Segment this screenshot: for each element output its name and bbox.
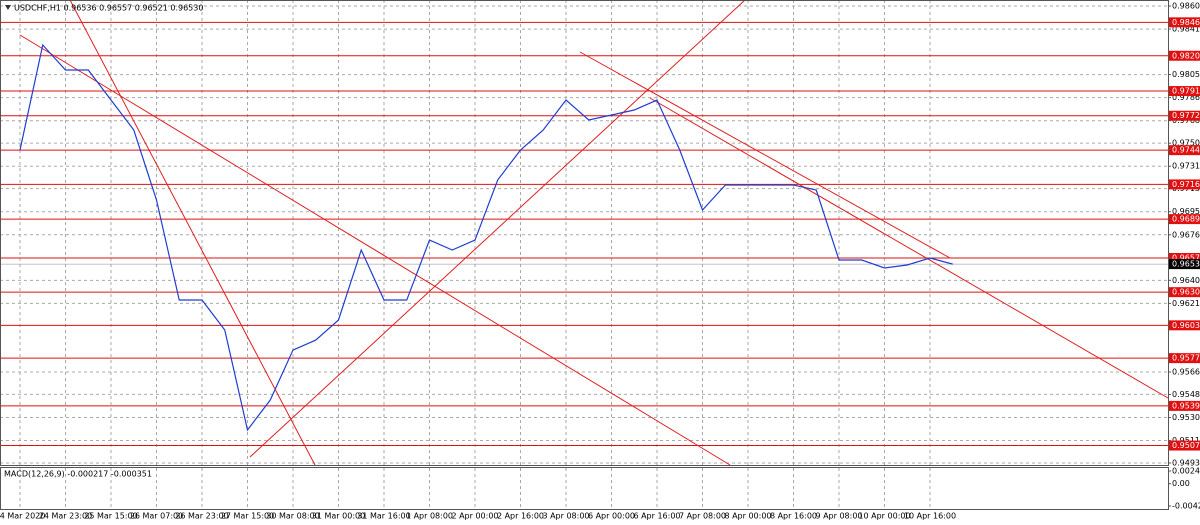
x-tick-label: 1 Apr 08:00 — [406, 512, 453, 521]
level-label-bg — [1169, 320, 1200, 331]
trend-line — [649, 97, 1169, 399]
x-tick-label: 30 Mar 08:00 — [266, 512, 319, 521]
menu-arrow[interactable] — [5, 5, 11, 10]
x-tick-label: 7 Apr 08:00 — [679, 512, 726, 521]
level-label-bg — [1169, 145, 1200, 156]
level-label: 0.98201 — [1172, 51, 1200, 60]
current-price-label: 0.96530 — [1172, 260, 1200, 269]
x-tick-label: 6 Apr 16:00 — [633, 512, 680, 521]
level-label-bg — [1169, 50, 1200, 61]
trend-line — [19, 34, 731, 466]
level-label: 0.95075 — [1172, 441, 1200, 450]
x-tick-label: 6 Apr 00:00 — [588, 512, 635, 521]
macd-tick-label: 0.00 — [1172, 479, 1190, 488]
y-tick-label: 0.97865 — [1172, 93, 1200, 102]
x-tick-label: 2 Apr 16:00 — [497, 512, 544, 521]
y-tick-label: 0.96765 — [1172, 230, 1200, 239]
x-tick-label: 10 Apr 16:00 — [904, 512, 956, 521]
level-label-bg — [1169, 86, 1200, 97]
y-tick-label: 0.98415 — [1172, 25, 1200, 34]
x-tick-label: 8 Apr 16:00 — [770, 512, 817, 521]
x-tick-label: 2 Apr 00:00 — [451, 512, 498, 521]
level-label-bg — [1169, 253, 1200, 264]
level-label-bg — [1169, 353, 1200, 364]
current-price-bg — [1169, 259, 1200, 270]
level-label: 0.96579 — [1172, 254, 1200, 263]
trend-line — [249, 0, 746, 458]
level-label: 0.95776 — [1172, 354, 1200, 363]
x-tick-label: 24 Mar 2020 — [0, 512, 45, 521]
y-tick-label: 0.96215 — [1172, 299, 1200, 308]
x-tick-label: 31 Mar 16:00 — [357, 512, 410, 521]
level-label: 0.9772 — [1172, 111, 1200, 120]
level-label-bg — [1169, 287, 1200, 298]
level-label: 0.96891 — [1172, 215, 1200, 224]
level-label: 0.96305 — [1172, 288, 1200, 297]
macd-tick-label: -0.004299 — [1172, 502, 1200, 511]
macd-label: MACD(12,26,9) -0.000217 -0.000351 — [4, 470, 152, 479]
price-line — [19, 43, 953, 432]
level-label-bg — [1169, 179, 1200, 190]
y-tick-label: 0.97315 — [1172, 162, 1200, 171]
y-tick-label: 0.95485 — [1172, 390, 1200, 399]
level-label: 0.96039 — [1172, 321, 1200, 330]
level-label-bg — [1169, 110, 1200, 121]
x-tick-label: 24 Mar 23:00 — [39, 512, 92, 521]
x-tick-label: 8 Apr 00:00 — [724, 512, 771, 521]
y-tick-label: 0.95665 — [1172, 367, 1200, 376]
macd-tick-label: 0.002436 — [1172, 467, 1200, 476]
x-tick-label: 3 Apr 08:00 — [542, 512, 589, 521]
level-label: 0.97169 — [1172, 180, 1200, 189]
level-label-bg — [1169, 17, 1200, 28]
macd-frame — [0, 467, 1169, 510]
x-tick-label: 25 Mar 15:00 — [84, 512, 137, 521]
level-label-bg — [1169, 400, 1200, 411]
trend-line — [579, 51, 951, 259]
x-tick-label: 10 Apr 00:00 — [858, 512, 910, 521]
level-label: 0.97444 — [1172, 146, 1200, 155]
level-label-bg — [1169, 214, 1200, 225]
x-tick-label: 27 Mar 15:00 — [221, 512, 274, 521]
main-frame — [0, 0, 1169, 466]
level-label: 0.95393 — [1172, 401, 1200, 410]
chart-title: USDCHF,H1 0.96536 0.96557 0.96521 0.9653… — [14, 4, 203, 13]
level-label: 0.97918 — [1172, 87, 1200, 96]
x-tick-label: 9 Apr 08:00 — [815, 512, 862, 521]
x-tick-label: 26 Mar 07:00 — [130, 512, 183, 521]
plot-area — [0, 0, 1168, 509]
trend-line — [69, 0, 316, 466]
x-tick-label: 26 Mar 23:00 — [175, 512, 228, 521]
level-label-bg — [1169, 440, 1200, 451]
y-tick-label: 0.94935 — [1172, 459, 1200, 468]
x-tick-label: 31 Mar 00:00 — [312, 512, 365, 521]
level-label: 0.98469 — [1172, 18, 1200, 27]
